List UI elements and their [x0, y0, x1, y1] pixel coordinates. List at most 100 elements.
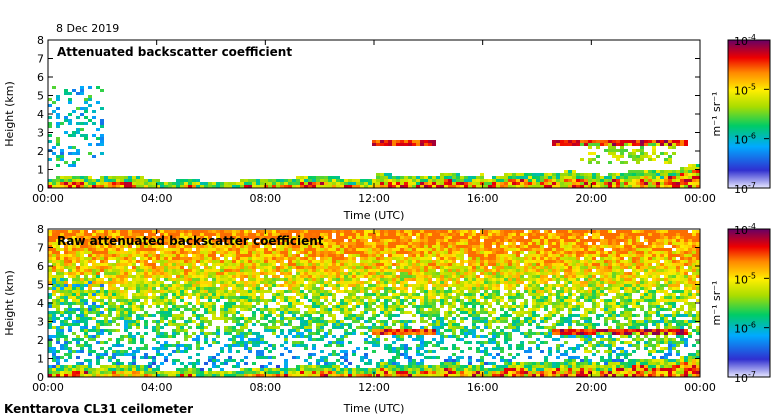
heatmap-cell	[344, 365, 348, 368]
heatmap-cell	[92, 239, 96, 242]
heatmap-cell	[320, 305, 324, 308]
heatmap-cell	[432, 365, 436, 368]
heatmap-cell	[376, 326, 380, 329]
heatmap-cell	[384, 179, 388, 182]
heatmap-cell	[460, 329, 464, 332]
heatmap-cell	[96, 356, 100, 359]
heatmap-cell	[316, 272, 320, 275]
heatmap-cell	[84, 242, 88, 245]
heatmap-cell	[144, 179, 148, 182]
heatmap-cell	[324, 236, 328, 239]
heatmap-cell	[204, 248, 208, 251]
heatmap-cell	[392, 230, 396, 233]
heatmap-cell	[460, 305, 464, 308]
heatmap-cell	[292, 371, 296, 374]
heatmap-cell	[48, 179, 52, 182]
heatmap-cell	[624, 182, 628, 185]
heatmap-cell	[180, 239, 184, 242]
heatmap-cell	[616, 179, 620, 182]
heatmap-cell	[360, 230, 364, 233]
heatmap-cell	[188, 296, 192, 299]
heatmap-cell	[380, 185, 384, 188]
heatmap-cell	[88, 95, 92, 98]
heatmap-cell	[288, 317, 292, 320]
heatmap-cell	[296, 266, 300, 269]
heatmap-cell	[220, 251, 224, 254]
heatmap-cell	[128, 272, 132, 275]
heatmap-cell	[656, 140, 660, 143]
heatmap-cell	[104, 230, 108, 233]
heatmap-cell	[564, 182, 568, 185]
heatmap-cell	[116, 278, 120, 281]
heatmap-cell	[268, 308, 272, 311]
heatmap-cell	[324, 254, 328, 257]
heatmap-cell	[148, 368, 152, 371]
heatmap-cell	[352, 182, 356, 185]
heatmap-cell	[104, 290, 108, 293]
heatmap-cell	[192, 266, 196, 269]
heatmap-cell	[660, 143, 664, 146]
heatmap-cell	[72, 185, 76, 188]
heatmap-cell	[364, 320, 368, 323]
heatmap-cell	[160, 362, 164, 365]
heatmap-cell	[356, 302, 360, 305]
heatmap-cell	[308, 323, 312, 326]
heatmap-cell	[380, 320, 384, 323]
heatmap-cell	[136, 248, 140, 251]
heatmap-cell	[56, 125, 60, 128]
heatmap-cell	[676, 182, 680, 185]
heatmap-cell	[196, 326, 200, 329]
heatmap-cell	[356, 320, 360, 323]
heatmap-cell	[132, 293, 136, 296]
heatmap-cell	[456, 248, 460, 251]
heatmap-cell	[460, 293, 464, 296]
heatmap-cell	[408, 293, 412, 296]
heatmap-cell	[136, 254, 140, 257]
heatmap-cell	[256, 179, 260, 182]
heatmap-cell	[116, 323, 120, 326]
heatmap-cell	[340, 335, 344, 338]
heatmap-cell	[164, 248, 168, 251]
heatmap-cell	[352, 233, 356, 236]
heatmap-cell	[56, 338, 60, 341]
heatmap-cell	[80, 86, 84, 89]
heatmap-cell	[568, 143, 572, 146]
heatmap-cell	[316, 263, 320, 266]
heatmap-cell	[448, 329, 452, 332]
heatmap-cell	[88, 365, 92, 368]
heatmap-cell	[332, 257, 336, 260]
heatmap-cell	[384, 143, 388, 146]
heatmap-cell	[384, 332, 388, 335]
heatmap-cell	[140, 308, 144, 311]
heatmap-cell	[448, 239, 452, 242]
heatmap-cell	[152, 266, 156, 269]
heatmap-cell	[132, 353, 136, 356]
heatmap-cell	[428, 239, 432, 242]
heatmap-cell	[360, 239, 364, 242]
heatmap-cell	[312, 368, 316, 371]
heatmap-cell	[120, 350, 124, 353]
heatmap-cell	[404, 353, 408, 356]
heatmap-cell	[64, 254, 68, 257]
heatmap-cell	[60, 236, 64, 239]
heatmap-cell	[556, 182, 560, 185]
heatmap-cell	[252, 233, 256, 236]
heatmap-cell	[504, 173, 508, 176]
heatmap-cell	[344, 287, 348, 290]
heatmap-cell	[472, 296, 476, 299]
heatmap-cell	[160, 281, 164, 284]
heatmap-cell	[360, 317, 364, 320]
heatmap-cell	[240, 374, 244, 377]
heatmap-cell	[124, 374, 128, 377]
heatmap-cell	[68, 185, 72, 188]
heatmap-cell	[684, 176, 688, 179]
heatmap-cell	[104, 341, 108, 344]
heatmap-cell	[504, 182, 508, 185]
heatmap-cell	[152, 368, 156, 371]
heatmap-cell	[428, 242, 432, 245]
heatmap-cell	[60, 179, 64, 182]
heatmap-cell	[280, 371, 284, 374]
heatmap-cell	[124, 179, 128, 182]
heatmap-cell	[140, 317, 144, 320]
heatmap-cell	[328, 263, 332, 266]
